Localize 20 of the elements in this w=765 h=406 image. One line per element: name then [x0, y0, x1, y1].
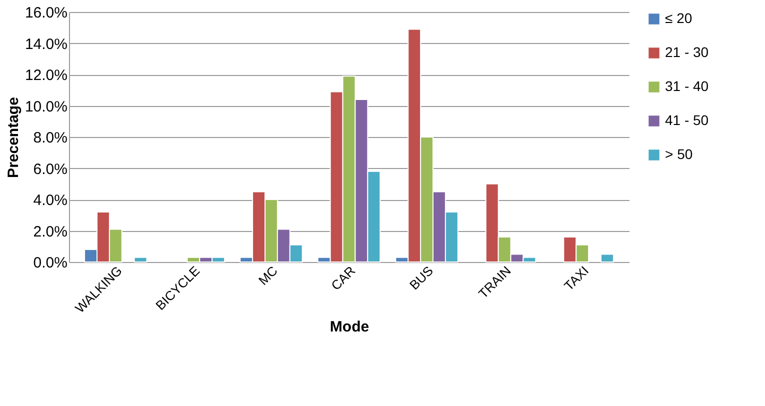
y-tick-label: 0.0%: [33, 254, 68, 272]
legend-label: 41 - 50: [665, 112, 709, 128]
y-tick-label: 4.0%: [33, 192, 68, 209]
legend-label: ≤ 20: [665, 10, 692, 26]
y-tick-label: 12.0%: [24, 67, 68, 84]
legend-label: > 50: [665, 146, 693, 162]
y-tick-label: 6.0%: [33, 160, 68, 178]
y-tick-label: 16.0%: [24, 4, 68, 22]
y-axis-title: Precentage: [4, 97, 22, 178]
bar: [600, 254, 614, 262]
bar: [134, 256, 148, 262]
legend-label: 21 - 30: [665, 44, 709, 60]
y-tick-label: 14.0%: [24, 36, 68, 53]
y-tick-label: 8.0%: [33, 130, 68, 146]
legend-label: 31 - 40: [665, 78, 709, 94]
y-tick-label: 10.0%: [24, 98, 68, 116]
y-tick-label: 2.0%: [33, 223, 68, 240]
x-tick-label: CAR: [328, 263, 358, 294]
x-tick-label: MC: [256, 263, 280, 288]
x-axis-title: Mode: [330, 318, 370, 336]
